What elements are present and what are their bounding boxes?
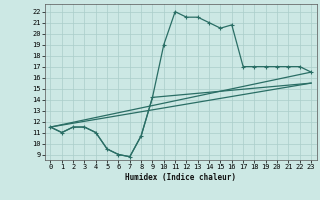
X-axis label: Humidex (Indice chaleur): Humidex (Indice chaleur) <box>125 173 236 182</box>
